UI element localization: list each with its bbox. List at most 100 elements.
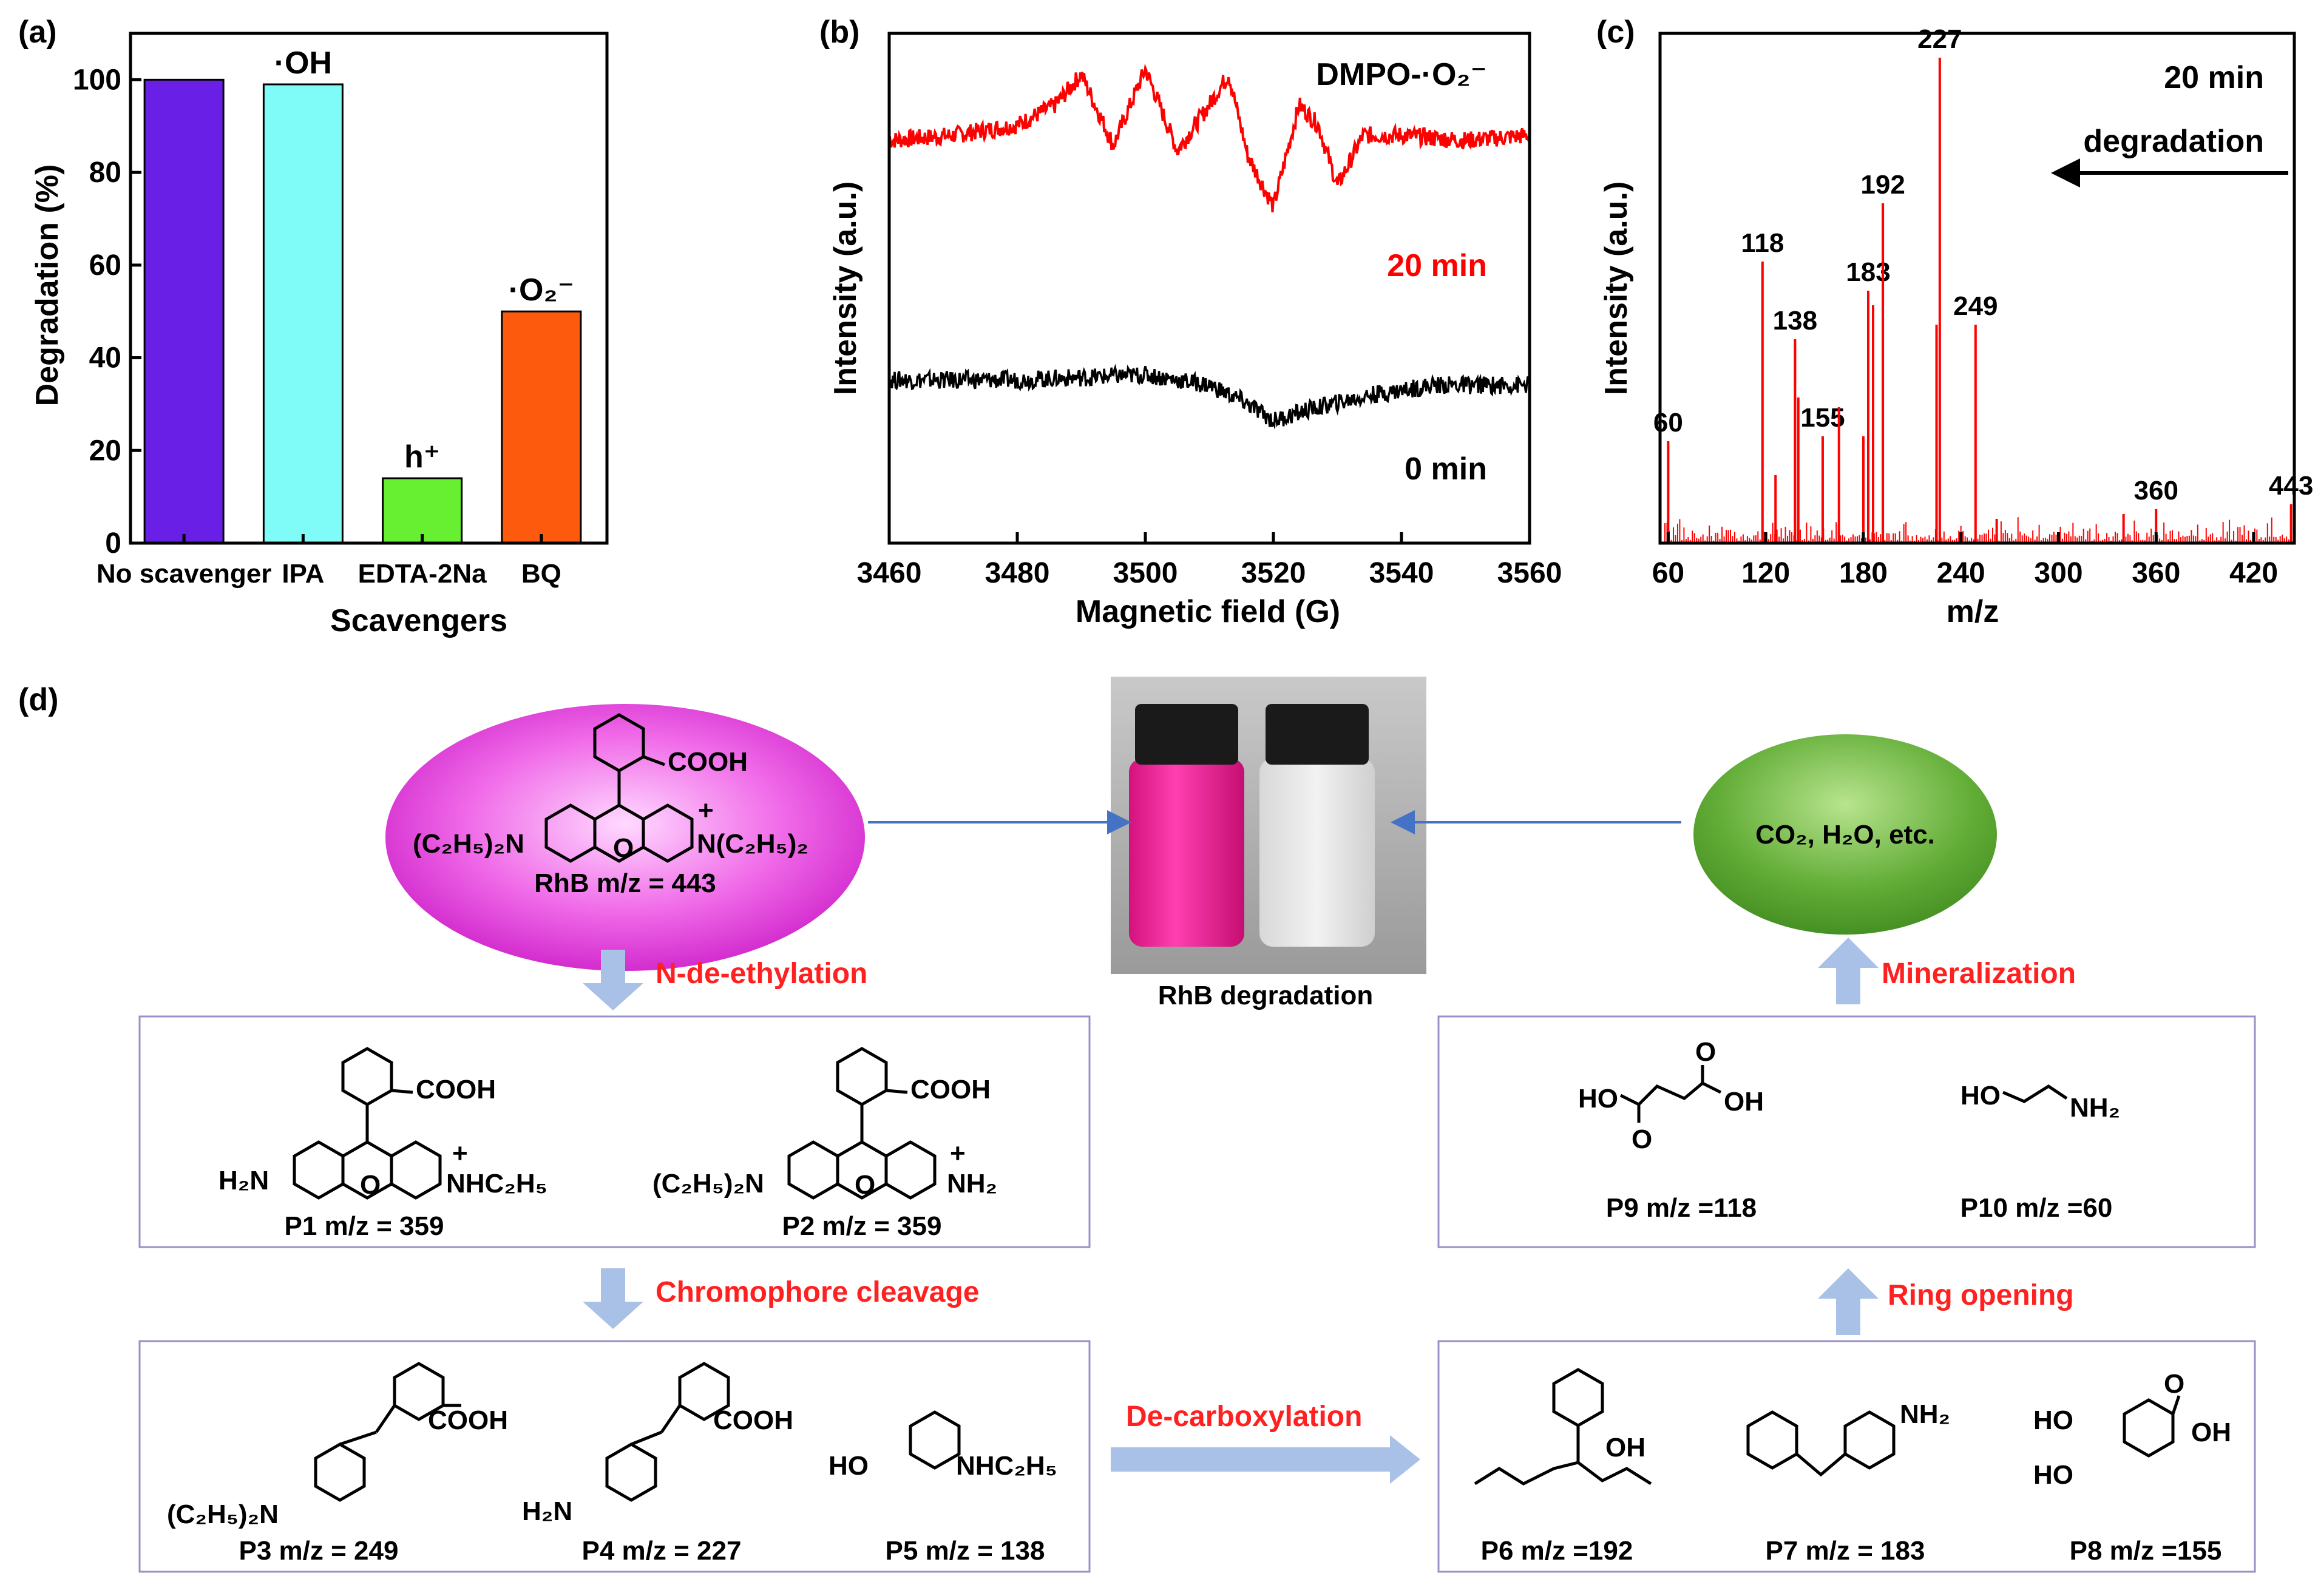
step-label-chromophore-cleavage: Chromophore cleavage [656, 1276, 979, 1308]
p10-nh2: NH₂ [2070, 1093, 2120, 1123]
p8-oh: OH [2191, 1418, 2231, 1447]
rhb-acid-bond [643, 755, 665, 766]
p5-left: HO [829, 1451, 869, 1481]
b-xtick-label-5: 3560 [1497, 557, 1562, 589]
panel-c-y-axis-label: Intensity (a.u.) [1599, 181, 1634, 395]
a-ytick-label-1: 20 [89, 435, 121, 467]
c-xtick-label-2: 180 [1839, 557, 1888, 589]
panel-c-arrow-label: degradation [2083, 124, 2264, 159]
p4-left: H₂N [522, 1496, 572, 1526]
c-xtick-label-4: 300 [2034, 557, 2082, 589]
p3-caption: P3 m/z = 249 [239, 1536, 399, 1566]
p8-o: O [2164, 1369, 2184, 1399]
structure-p8: O OH HO HO P8 m/z =155 [2033, 1369, 2231, 1566]
c-peak-label-10: 192 [1860, 170, 1905, 200]
p6-caption: P6 m/z =192 [1481, 1536, 1633, 1566]
panel-a-x-axis-label: Scavengers [330, 603, 507, 638]
p6-oh: OH [1605, 1433, 1645, 1462]
structure-p10: HO NH₂ P10 m/z =60 [1960, 1081, 2120, 1223]
a-ytick-label-3: 60 [89, 249, 121, 282]
panel-b-label-0min: 0 min [1405, 451, 1487, 487]
structure-p3: COOH (C₂H₅)₂N P3 m/z = 249 [167, 1362, 508, 1566]
a-bar-annotation-3: ·O₂⁻ [509, 272, 574, 308]
a-bar-0 [143, 78, 225, 544]
structure-p6: OH P6 m/z =192 [1474, 1368, 1652, 1566]
structure-p9: HO O O OH P9 m/z =118 [1578, 1037, 1764, 1223]
panel-c-x-axis-label: m/z [1947, 594, 1999, 629]
p1-acid: COOH [416, 1075, 496, 1104]
svg-text:+: + [950, 1138, 966, 1168]
p10-caption: P10 m/z =60 [1960, 1193, 2113, 1223]
panel-b-frame [887, 32, 1531, 545]
panel-a-y-axis-label: Degradation (%) [30, 164, 65, 407]
vial-pink [1129, 759, 1244, 947]
panel-c-frame [1658, 32, 2296, 545]
rhb-ring-right [642, 803, 694, 863]
step-arrow-n-de-ethylation: N-de-ethylation [583, 950, 867, 1010]
panel-a-bar-chart: (a) 0 20 40 60 80 100 ·OH h⁺ ·O₂⁻ No scavenger I… [18, 15, 609, 638]
photo-caption: RhB degradation [1158, 981, 1373, 1010]
a-xtick-label-3: BQ [521, 559, 561, 589]
structure-p1: COOH O H₂N NHC₂H₅ + P1 m/z = 359 [219, 1047, 547, 1241]
p8-ho-bottom: HO [2033, 1460, 2073, 1490]
c-xtick-label-5: 360 [2132, 557, 2180, 589]
panel-b-y-axis-label: Intensity (a.u.) [828, 181, 863, 395]
box-p6-p8 [1437, 1340, 2256, 1573]
step-label-mineralization: Mineralization [1882, 958, 2076, 990]
rhb-start-node: COOH O (C₂H₅)₂N N(C₂H₅)₂ + RhB m/z = 443 [385, 704, 865, 971]
step-arrow-chromophore: Chromophore cleavage [583, 1268, 979, 1329]
panel-a-bars: ·OH h⁺ ·O₂⁻ [143, 46, 582, 544]
p2-acid: COOH [910, 1075, 991, 1104]
p9-caption: P9 m/z =118 [1606, 1193, 1757, 1223]
vial-pink-cap [1135, 704, 1238, 765]
box-p9-p10 [1437, 1015, 2256, 1248]
panel-b-x-axis-label: Magnetic field (G) [1076, 594, 1340, 629]
a-xtick-label-0: No scavenger [97, 559, 272, 589]
panel-c-label: (c) [1596, 15, 1635, 50]
svg-text:O: O [855, 1170, 875, 1200]
p1-left: H₂N [219, 1166, 269, 1195]
b-xtick-label-1: 3480 [985, 557, 1050, 589]
structure-p5: HO NHC₂H₅ P5 m/z = 138 [829, 1410, 1057, 1566]
svg-text:O: O [360, 1170, 381, 1200]
p5-right: NHC₂H₅ [956, 1451, 1057, 1481]
a-ytick-label-4: 80 [89, 157, 121, 189]
vial-photo: RhB degradation [1111, 677, 1426, 1010]
c-xtick-label-0: 60 [1652, 557, 1684, 589]
mineralization-end-node: CO₂, H₂O, etc. [1693, 734, 1997, 935]
a-xtick-label-1: IPA [282, 559, 324, 589]
vial-clear-cap [1266, 704, 1369, 765]
panel-d-label: (d) [18, 682, 58, 717]
b-xtick-label-2: 3500 [1113, 557, 1178, 589]
p4-acid: COOH [713, 1405, 793, 1435]
panel-c-title: 20 min [2164, 60, 2264, 95]
p7-nh2: NH₂ [1900, 1399, 1950, 1429]
co2-label: CO₂, H₂O, etc. [1755, 820, 1935, 850]
p1-caption: P1 m/z = 359 [285, 1211, 444, 1241]
rhb-right-amine: N(C₂H₅)₂ [697, 829, 808, 859]
p2-right: NH₂ [947, 1169, 997, 1199]
a-bar-1 [262, 83, 344, 544]
a-bar-2 [382, 477, 463, 544]
vial-clear [1259, 759, 1375, 947]
rhb-acid-label: COOH [668, 747, 748, 777]
b-xtick-label-3: 3520 [1241, 557, 1306, 589]
panel-a-frame [129, 32, 609, 545]
co2-ellipse [1693, 734, 1997, 935]
step-arrow-mineralization: Mineralization [1818, 938, 2076, 1004]
b-xtick-label-4: 3540 [1369, 557, 1434, 589]
c-xtick-label-1: 120 [1741, 557, 1790, 589]
p8-caption: P8 m/z =155 [2070, 1536, 2222, 1566]
p3-acid: COOH [428, 1405, 508, 1435]
c-peak-label-0: 60 [1653, 408, 1683, 438]
a-ytick-label-0: 0 [105, 527, 121, 560]
p9-o2: O [1695, 1037, 1716, 1067]
c-peak-label-13: 249 [1953, 291, 1998, 321]
box-p1-p2 [138, 1015, 1091, 1248]
p2-left: (C₂H₅)₂N [652, 1169, 764, 1199]
step-arrow-ring-opening: Ring opening [1818, 1268, 2074, 1335]
structure-p4: COOH H₂N P4 m/z = 227 [522, 1362, 793, 1566]
panel-b-x-ticks: 3460 3480 3500 3520 3540 3560 [857, 532, 1562, 589]
